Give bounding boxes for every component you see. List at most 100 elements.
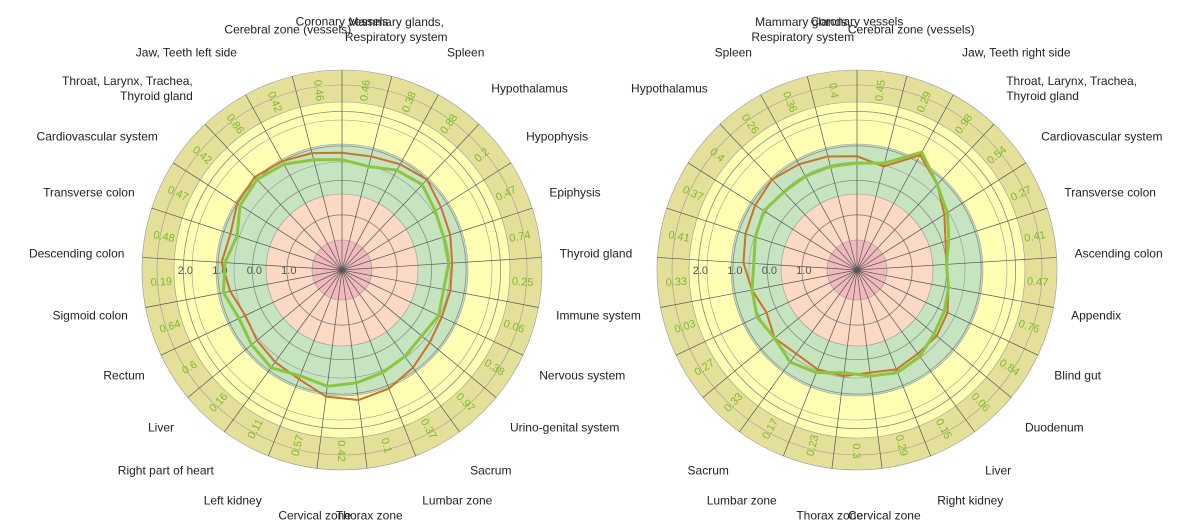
spoke	[151, 207, 343, 271]
category-label: Cardiovascular system	[36, 129, 158, 144]
category-label: Urino-genital system	[509, 420, 620, 435]
r-tick-label: 1.0	[796, 265, 811, 277]
category-label: Hypothalamus	[491, 81, 568, 96]
category-label: Epiphysis	[549, 185, 601, 200]
r-tick-label: 1.0	[727, 265, 742, 277]
category-label: Thorax zone	[335, 508, 403, 523]
category-label: Hypophysis	[526, 129, 589, 144]
category-label: Ascending colon	[1074, 246, 1163, 261]
category-label: Transverse colon	[43, 185, 135, 200]
category-label: Cerebral zone (vessels)	[224, 22, 352, 37]
spoke	[856, 76, 908, 271]
sector-value: 0.23	[804, 434, 821, 458]
sector-value: 0.33	[665, 276, 687, 289]
category-label: Blind gut	[1054, 368, 1101, 383]
spoke	[341, 269, 497, 398]
r-tick-label: 0.0	[762, 265, 777, 277]
spoke	[739, 269, 858, 433]
category-label: Nervous system	[539, 368, 626, 383]
sector-value: 0.41	[667, 229, 690, 245]
spoke	[783, 269, 858, 457]
category-label: Coronary vessels	[295, 14, 389, 29]
spoke	[719, 123, 858, 271]
spoke	[245, 94, 343, 271]
spoke	[660, 269, 858, 308]
data-line	[750, 150, 951, 378]
spoke	[341, 162, 512, 271]
sector-value: 0.29	[893, 434, 910, 458]
category-label: Sigmoid colon	[52, 308, 128, 323]
category-label: Lumbar zone	[706, 493, 777, 508]
sector-value: 0.42	[335, 440, 347, 461]
r-tick-label: 2.0	[178, 265, 193, 277]
spoke	[341, 269, 460, 433]
spoke	[831, 269, 858, 469]
category-label: Liver	[148, 420, 175, 435]
spoke	[341, 94, 439, 271]
category-label: Throat, Larynx, Trachea, Thyroid gland	[1006, 74, 1137, 104]
spoke	[341, 207, 533, 271]
spoke	[856, 162, 1027, 271]
sector-value: 0.74	[508, 229, 531, 245]
spoke	[657, 257, 858, 271]
category-label: Rectum	[103, 368, 145, 383]
sector-value: 0.46	[358, 79, 373, 102]
category-label: Thyroid gland	[559, 246, 633, 261]
category-label: Cervical zone	[847, 508, 921, 523]
sector-value: 0.47	[1027, 276, 1049, 289]
category-label: Sacrum	[687, 463, 729, 478]
category-label: Descending colon	[29, 246, 125, 261]
category-label: Liver	[985, 463, 1012, 478]
category-label: Throat, Larynx, Trachea, Thyroid gland	[62, 74, 193, 104]
category-label: Immune system	[556, 308, 641, 323]
spoke	[142, 257, 343, 271]
category-label: Thorax zone	[796, 508, 864, 523]
category-label: Right kidney	[937, 493, 1004, 508]
sector-value: 0.25	[512, 276, 534, 289]
sector-value: 0.48	[152, 229, 175, 245]
category-label: Coronary vessels	[810, 14, 904, 29]
spoke	[856, 269, 931, 457]
sector-value: 0.19	[150, 276, 172, 289]
spoke	[291, 76, 343, 271]
spoke	[268, 269, 343, 457]
spoke	[187, 269, 343, 398]
spoke	[760, 94, 858, 271]
data-line	[220, 151, 454, 402]
category-label: Left kidney	[203, 493, 262, 508]
spoke	[224, 269, 343, 433]
spoke	[341, 123, 480, 271]
sector-value: 0.1	[378, 437, 393, 455]
sector-value: 0.45	[873, 79, 888, 102]
spoke	[341, 269, 539, 308]
spoke	[160, 269, 343, 356]
spoke	[856, 269, 975, 433]
spoke	[856, 257, 1057, 271]
spoke	[856, 269, 883, 469]
data-line	[221, 158, 451, 388]
sector-value: 0.4	[826, 82, 840, 99]
spoke	[316, 269, 343, 469]
category-label: Sacrum	[470, 463, 512, 478]
spoke	[687, 162, 858, 271]
category-label: Mammary glands, Respiratory system	[751, 14, 855, 44]
spoke	[341, 257, 542, 271]
category-label: Cardiovascular system	[1041, 129, 1163, 144]
category-label: Hypothalamus	[631, 81, 708, 96]
sector-value: 0.3	[850, 443, 862, 458]
sector-value: 0.46	[311, 79, 326, 102]
sector-value: 0.41	[1023, 229, 1046, 245]
spoke	[702, 269, 858, 398]
r-tick-label: 0.0	[247, 265, 262, 277]
radar-chart: 2.0 1.0 0.0 1.00.45 0.290.980.540.270.410.47…	[656, 69, 1058, 471]
spoke	[172, 162, 343, 271]
category-label: Cervical zone	[278, 508, 352, 523]
radar-chart: 2.0 1.0 0.0 1.00.46 0.380.880.20.470.740.250…	[141, 69, 543, 471]
category-label: Lumbar zone	[422, 493, 493, 508]
r-tick-label: 1.0	[281, 265, 296, 277]
spoke	[145, 269, 343, 308]
spoke	[856, 269, 1054, 308]
spoke	[666, 207, 858, 271]
spoke	[341, 269, 368, 469]
